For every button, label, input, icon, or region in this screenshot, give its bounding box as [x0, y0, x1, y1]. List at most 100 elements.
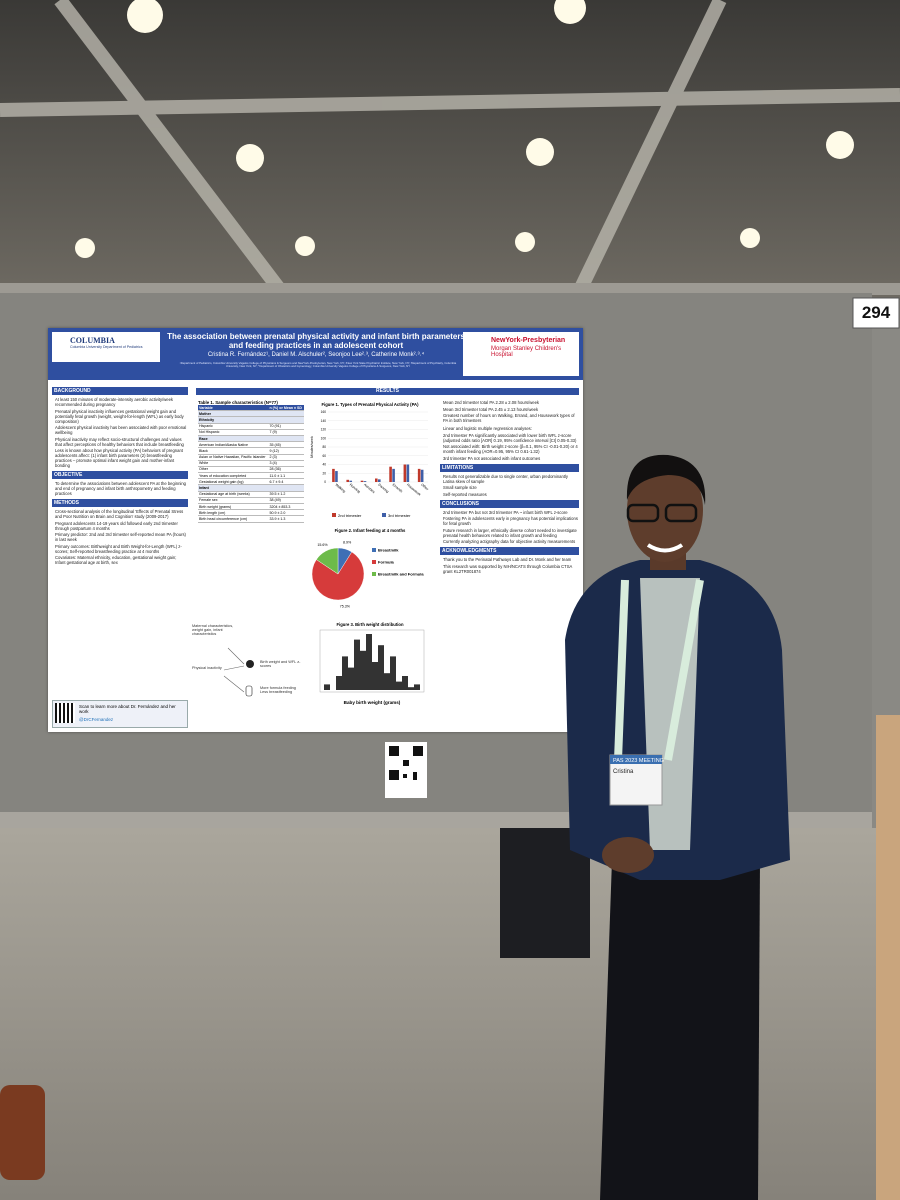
right-column: Mean 2nd trimester total PA 2.28 ± 2.08 …	[440, 400, 579, 728]
qr-pattern	[389, 746, 423, 780]
table-row: Other 28 (36)	[198, 466, 304, 474]
analysis-item: 2nd trimester PA significantly associate…	[443, 432, 577, 443]
section-heading: LIMITATIONS	[440, 463, 579, 472]
table-cell: 35 (45)	[268, 441, 304, 449]
qr-code	[55, 703, 75, 723]
histogram-bar	[384, 673, 390, 690]
legend-swatch	[382, 513, 386, 517]
table-cell: Ethnicity	[198, 416, 269, 424]
value-label: 8.9%	[343, 540, 352, 544]
table-cell: Asian or Native Hawaiian, Pacific Island…	[198, 454, 269, 461]
analysis-item: Not associated with: Birth weight z-scor…	[443, 444, 578, 454]
table-row: Birth weight (grams) 3204 ± 853.3	[198, 503, 304, 511]
table-header: Variable n (%) or Mean ± SD	[198, 405, 304, 412]
section-item: Currently analyzing actigraphy data for …	[443, 539, 576, 544]
bar	[403, 464, 407, 482]
section-item: Primary outcomes: Birthweight and Birth …	[55, 543, 182, 554]
trousers	[600, 860, 760, 1200]
section-item: Self-reported measures	[443, 491, 487, 497]
poster: COLUMBIA Columbia University Department …	[48, 328, 583, 732]
table-header-cell: Variable	[198, 405, 269, 412]
diagram-outcome: Birth weight and WFL z-scores	[260, 660, 301, 668]
x-tick-label: Errands	[392, 483, 404, 494]
result-item: Mean 3rd trimester total PA 2.45 ± 2.13 …	[443, 406, 539, 412]
diagram-outcome: More formula feeding Less breastfeeding	[260, 686, 296, 694]
hands	[602, 837, 654, 873]
x-axis-label: Baby birth weight (grams)	[344, 700, 401, 705]
glasses	[626, 503, 660, 523]
bar	[349, 480, 353, 482]
histogram-bar	[366, 634, 372, 690]
section-item: Adolescent physical inactivity has been …	[55, 425, 187, 435]
table-cell: 33.9 ± 1.3	[268, 515, 304, 523]
bar	[360, 480, 364, 482]
table-cell: 2 (3)	[268, 454, 304, 461]
table-cell	[268, 416, 304, 424]
table-row: Not Hispanic 7 (9)	[198, 429, 304, 436]
legend-swatch	[372, 560, 376, 564]
table-cell: 11.0 ± 1.1	[268, 472, 304, 480]
logo-name: NewYork-Presbyterian	[491, 337, 566, 344]
table-cell: Birth length (cm)	[198, 509, 269, 517]
table-block: Table 1. Sample characteristics (N=77) V…	[198, 400, 304, 523]
diagram-exposure: Physical inactivity	[192, 666, 222, 670]
table-cell: 7 (9)	[268, 429, 304, 436]
histogram-bar	[354, 639, 360, 690]
ducts	[0, 0, 900, 295]
table-row: Birth head circumference (cm) 33.9 ± 1.3	[198, 515, 304, 523]
table-row: White 3 (4)	[198, 460, 304, 467]
table-cell: Black	[198, 447, 269, 455]
table-header-cell: n (%) or Mean ± SD	[268, 405, 304, 412]
x-tick-label: Aerobics	[363, 483, 376, 495]
ceiling	[0, 0, 900, 300]
x-tick-label: Running	[349, 483, 361, 494]
histogram-bar	[336, 676, 342, 690]
section-item: Future research in larger, ethnically di…	[443, 527, 577, 538]
bar	[378, 479, 381, 482]
table-cell: Birth weight (grams)	[198, 503, 269, 511]
legend-swatch	[372, 572, 376, 576]
y-axis-label: Minutes/week	[310, 436, 314, 458]
bar	[389, 466, 392, 482]
section-item: Physical inactivity may reflect socio-st…	[55, 436, 184, 447]
board-frame	[0, 283, 900, 295]
legend-label: 2nd trimester	[338, 513, 362, 518]
results-heading: RESULTS	[196, 388, 579, 395]
table-cell	[268, 410, 304, 418]
result-item: Greatest number of hours on Walking, Err…	[443, 413, 575, 423]
result-item: Mean 2nd trimester total PA 2.28 ± 2.08 …	[443, 400, 540, 405]
figure-2: Figure 2. Infant feeding at 4 months 8.9%…	[311, 528, 424, 608]
table-cell	[268, 435, 304, 443]
table-row: Years of education completed 11.0 ± 1.1	[198, 472, 304, 480]
section-item: Less is known about how physical activit…	[55, 448, 183, 468]
table-row: Gestational weight gain (kg) 6.7 ± 9.4	[198, 478, 304, 486]
value-label: 15.6%	[317, 543, 328, 547]
y-tick-label: 100	[321, 436, 327, 440]
table-cell: Years of education completed	[198, 472, 269, 480]
badge-event: PAS 2023 MEETING	[613, 758, 664, 764]
y-tick-label: 60	[322, 454, 326, 458]
bar	[335, 471, 338, 482]
x-tick-label: Walking	[335, 483, 347, 494]
table: Variable n (%) or Mean ± SD Mother Ethnicit…	[198, 405, 304, 523]
section-item: Prenatal physical inactivity influences …	[55, 408, 184, 424]
histogram-bar	[378, 645, 384, 690]
table-cell: Not Hispanic	[198, 429, 269, 436]
section-item: Fostering PA in adolescents early in pre…	[443, 516, 578, 526]
scan-text: Scan to learn more about Dr. Fernández a…	[79, 704, 176, 714]
glasses	[664, 503, 698, 523]
hair	[626, 454, 706, 505]
table-cell: Other	[198, 466, 269, 474]
bar	[406, 464, 410, 482]
histogram-bar	[390, 656, 396, 690]
table-cell: Gestational age at birth (weeks)	[198, 491, 269, 498]
table-row: Black 9 (12)	[198, 447, 304, 455]
y-tick-label: 120	[321, 428, 327, 432]
logo-unit: Columbia University Department of Pediat…	[70, 345, 143, 349]
poster-authors: Cristina R. Fernández¹, Daniel M. Alschu…	[207, 352, 425, 358]
section-heading: METHODS	[52, 499, 188, 507]
badge-band	[610, 755, 662, 764]
histogram-bar	[372, 662, 378, 690]
table-row: Asian or Native Hawaiian, Pacific Island…	[198, 454, 304, 461]
figure-3: Figure 3. Birth weight distribution Baby …	[319, 622, 425, 705]
